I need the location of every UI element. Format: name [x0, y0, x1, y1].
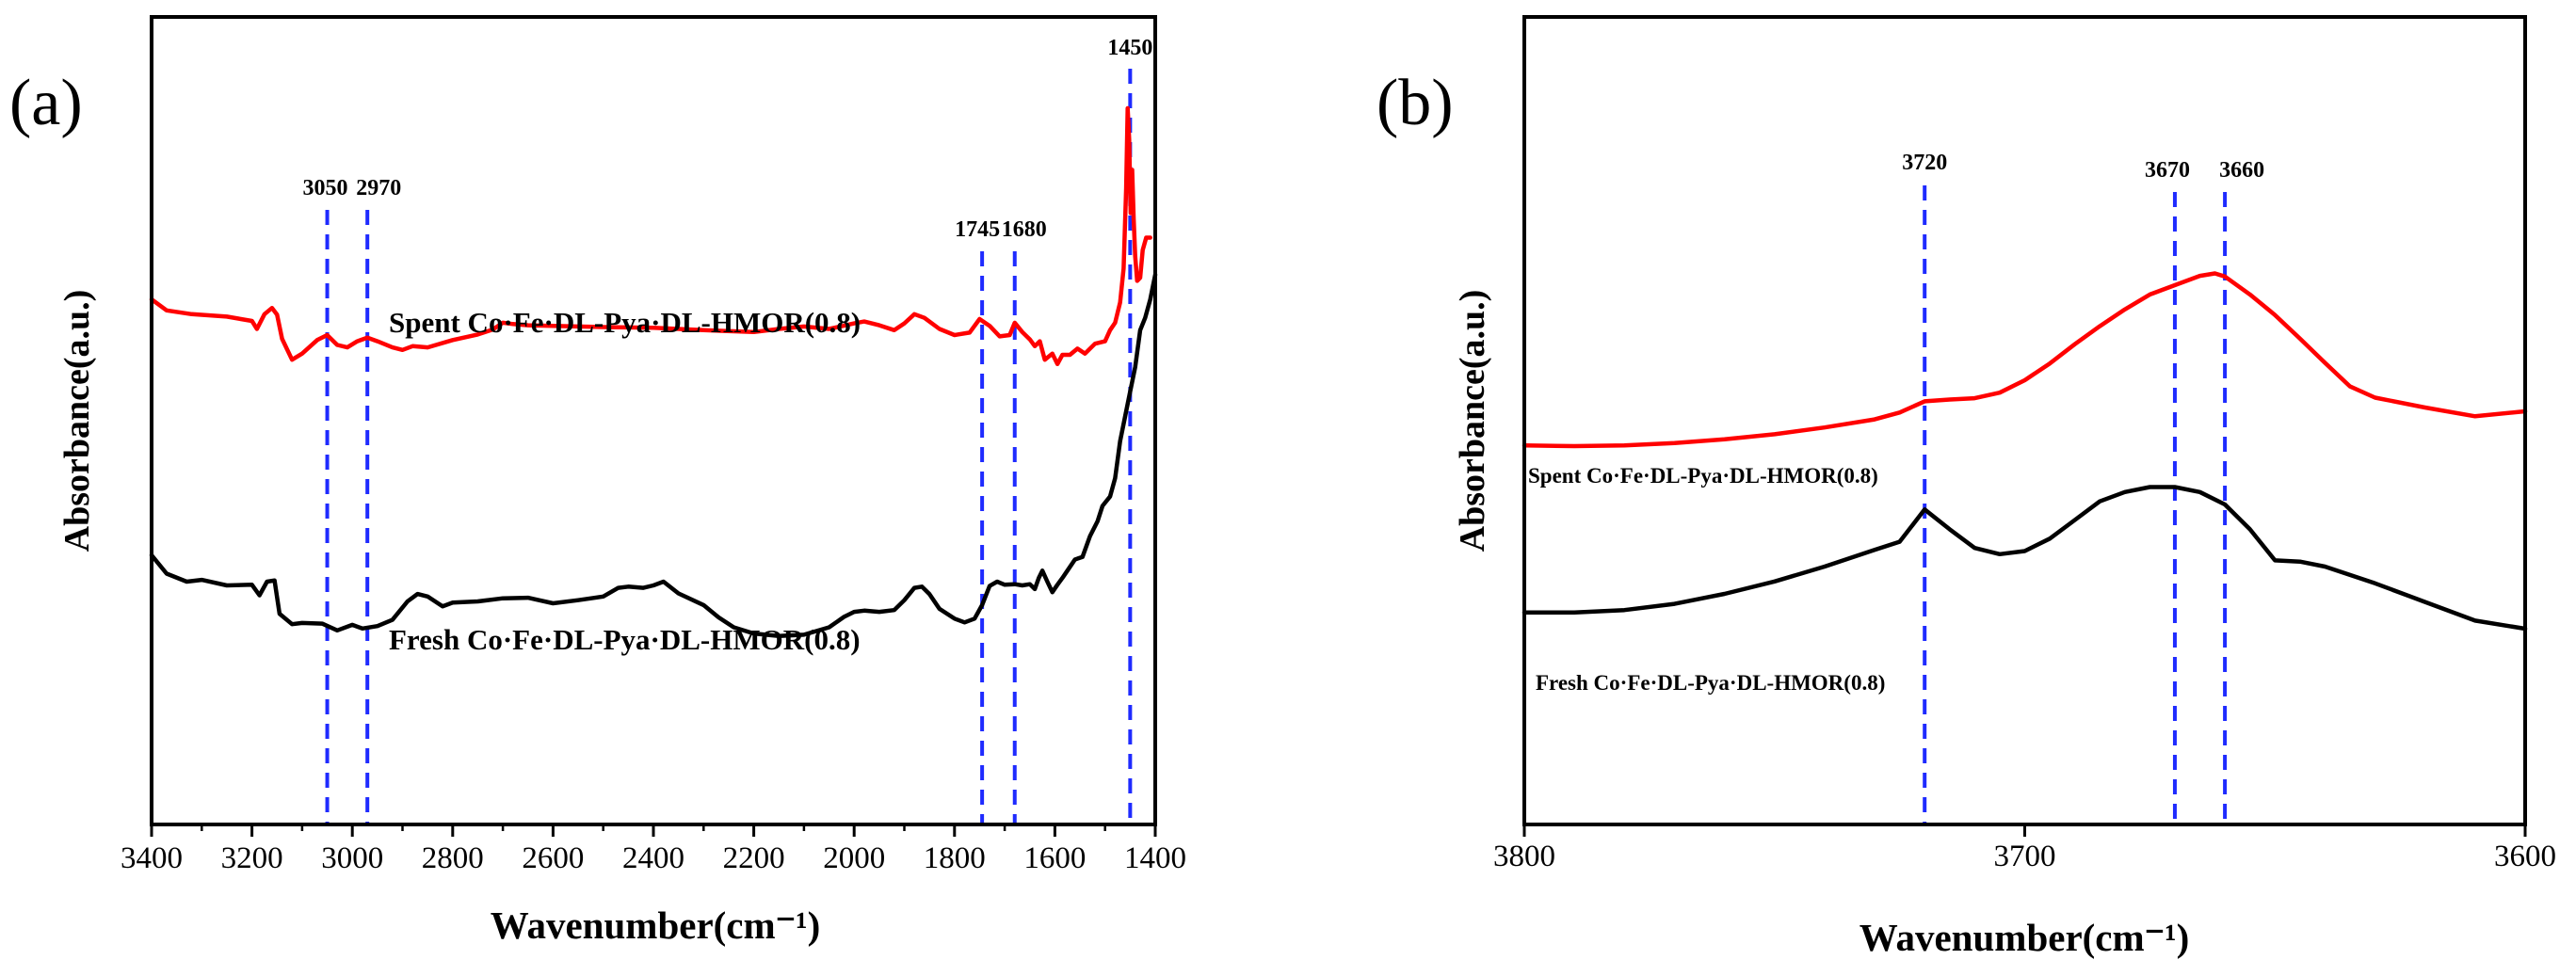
panel-b-plot: 3720 3670 3660 [1521, 151, 2528, 824]
peak-marker-label: 3660 [2219, 158, 2264, 183]
panel-a-plot: 3050 2970 1745 1680 1450 [149, 36, 1158, 824]
panel-b-letter: (b) [1377, 67, 1454, 139]
x-tick-label: 3200 [221, 841, 283, 875]
x-tick-label: 1600 [1023, 841, 1086, 875]
x-tick-label: 3800 [1493, 840, 1555, 873]
panel-a-x-ticks: 3400 3200 3000 2800 2600 2400 2200 2000 1800 1600… [121, 824, 1186, 875]
panel-b-x-ticks: 3800 3700 3600 [1493, 824, 2556, 873]
peak-marker-label: 3720 [1902, 151, 1947, 175]
panel-a-x-axis-label: Wavenumber(cm⁻¹) [491, 904, 820, 947]
x-tick-label: 2200 [723, 841, 785, 875]
panel-a-y-axis-label: Absorbance(a.u.) [57, 290, 97, 552]
x-tick-label: 3400 [121, 841, 183, 875]
panel-b-y-axis-label: Absorbance(a.u.) [1453, 290, 1492, 552]
x-tick-label: 2000 [823, 841, 885, 875]
x-tick-label: 3700 [1994, 840, 2056, 873]
panel-b-x-axis-label: Wavenumber(cm⁻¹) [1860, 916, 2189, 959]
series-line-spent [1521, 271, 2528, 449]
panel-a-letter: (a) [9, 67, 83, 139]
x-tick-label: 1800 [924, 841, 986, 875]
x-tick-label: 2600 [522, 841, 584, 875]
x-tick-label: 1400 [1124, 841, 1186, 875]
peak-marker-label: 2970 [356, 176, 401, 200]
x-tick-label: 3600 [2494, 840, 2556, 873]
panel-a-axes-frame [150, 15, 1157, 826]
panel-b-legend-fresh: Fresh Co·Fe·DL-Pya·DL-HMOR(0.8) [1536, 671, 1885, 695]
peak-marker-label: 1450 [1107, 36, 1152, 60]
panel-a: (a) 3050 2970 1745 1680 1450 3400 3200 3000 280… [9, 15, 1186, 947]
x-tick-label: 2800 [422, 841, 484, 875]
panel-b: (b) 3720 3670 3660 3800 3700 3600 Absorbance… [1377, 15, 2556, 959]
panel-b-legend-spent: Spent Co·Fe·DL-Pya·DL-HMOR(0.8) [1528, 464, 1878, 488]
x-tick-label: 2400 [622, 841, 684, 875]
series-line-spent [149, 105, 1152, 367]
peak-marker-label: 3050 [303, 176, 348, 200]
series-line-fresh [149, 272, 1158, 638]
panel-a-legend-spent: Spent Co·Fe·DL-Pya·DL-HMOR(0.8) [389, 306, 861, 339]
panel-b-axes-frame [1522, 15, 2527, 826]
peak-marker-label: 3670 [2145, 158, 2190, 183]
series-line-fresh [1521, 485, 2528, 632]
x-tick-label: 3000 [321, 841, 383, 875]
peak-marker-label: 1680 [1002, 217, 1047, 242]
panel-a-legend-fresh: Fresh Co·Fe·DL-Pya·DL-HMOR(0.8) [389, 623, 861, 656]
peak-marker-label: 1745 [955, 217, 1000, 242]
